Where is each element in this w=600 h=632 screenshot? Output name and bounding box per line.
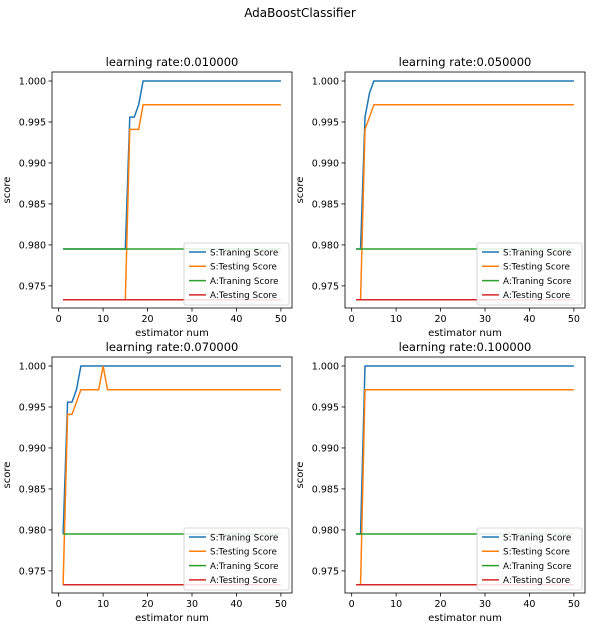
x-tick-label: 40 — [230, 314, 242, 325]
y-axis-label: score — [2, 462, 13, 489]
y-tick-label: 0.975 — [312, 281, 339, 292]
legend-entry: S:Testing Score — [503, 548, 570, 558]
y-tick-label: 0.985 — [19, 484, 46, 495]
subplot-title: learning rate:0.070000 — [106, 340, 239, 354]
axes-frame — [51, 71, 293, 309]
x-axis-label: estimator num — [428, 613, 502, 624]
y-tick-label: 0.980 — [19, 525, 46, 536]
x-tick-label: 20 — [142, 314, 154, 325]
y-tick-label: 0.980 — [312, 525, 339, 536]
y-tick-label: 0.985 — [312, 484, 339, 495]
legend-entry: S:Testing Score — [503, 263, 570, 273]
x-tick-label: 10 — [390, 314, 402, 325]
y-tick-label: 0.975 — [19, 566, 46, 577]
y-tick-label: 0.995 — [19, 117, 46, 128]
legend-entry: A:Traning Score — [210, 277, 279, 287]
subplot-title: learning rate:0.100000 — [399, 340, 532, 354]
y-tick-label: 0.995 — [312, 117, 339, 128]
legend-box — [476, 242, 583, 306]
subplot-title: learning rate:0.050000 — [399, 55, 532, 69]
x-tick-label: 40 — [230, 599, 242, 610]
x-tick-label: 30 — [186, 599, 198, 610]
y-tick-label: 1.000 — [312, 77, 339, 88]
x-tick-label: 30 — [186, 314, 198, 325]
x-axis-label: estimator num — [135, 328, 209, 339]
legend: S:Traning Score S:Testing Score A:Traning … — [183, 242, 290, 306]
y-tick-label: 0.990 — [312, 443, 339, 454]
y-tick-label: 0.975 — [312, 566, 339, 577]
subplot-title: learning rate:0.010000 — [106, 55, 239, 69]
x-axis-label: estimator num — [428, 328, 502, 339]
legend-entry: S:Traning Score — [210, 533, 278, 543]
y-axis-label: score — [295, 177, 306, 204]
legend-entry: A:Testing Score — [503, 291, 570, 301]
x-tick-label: 0 — [349, 599, 355, 610]
legend-box — [476, 527, 583, 591]
legend-entry: S:Traning Score — [503, 533, 571, 543]
x-tick-label: 20 — [435, 599, 447, 610]
y-tick-label: 0.995 — [312, 402, 339, 413]
legend: S:Traning Score S:Testing Score A:Traning … — [476, 242, 583, 306]
y-tick-label: 1.000 — [312, 362, 339, 373]
x-tick-label: 10 — [97, 599, 109, 610]
series-line — [356, 80, 574, 250]
x-tick-label: 10 — [97, 314, 109, 325]
axes-frame — [51, 356, 293, 594]
y-tick-label: 0.985 — [19, 199, 46, 210]
x-tick-label: 50 — [275, 314, 287, 325]
x-tick-label: 30 — [479, 314, 491, 325]
x-tick-label: 20 — [435, 314, 447, 325]
legend-entry: A:Testing Score — [210, 576, 277, 586]
series-line — [62, 365, 281, 585]
legend: S:Traning Score S:Testing Score A:Traning … — [183, 527, 290, 591]
legend-box — [183, 527, 290, 591]
x-tick-label: 20 — [142, 599, 154, 610]
y-tick-label: 0.980 — [19, 240, 46, 251]
axes-frame — [344, 356, 586, 594]
x-tick-label: 40 — [523, 314, 535, 325]
y-tick-label: 1.000 — [19, 77, 46, 88]
legend-entry: S:Traning Score — [503, 248, 571, 258]
y-axis-label: score — [295, 462, 306, 489]
subplot-3: learning rate:0.070000 0 10 20 30 40 50 0.975 0.… — [2, 340, 293, 624]
y-axis-label: score — [2, 177, 13, 204]
x-tick-label: 30 — [479, 599, 491, 610]
axes-frame — [344, 71, 586, 309]
series-line — [63, 80, 281, 250]
x-tick-label: 40 — [523, 599, 535, 610]
legend-entry: S:Testing Score — [210, 548, 277, 558]
legend-entry: S:Traning Score — [210, 248, 278, 258]
legend-entry: S:Testing Score — [210, 263, 277, 273]
legend-entry: A:Testing Score — [210, 291, 277, 301]
legend-entry: A:Traning Score — [503, 562, 572, 572]
x-tick-label: 0 — [56, 599, 62, 610]
x-tick-label: 10 — [390, 599, 402, 610]
figure-title: AdaBoostClassifier — [244, 6, 356, 20]
y-tick-label: 0.980 — [312, 240, 339, 251]
x-tick-label: 0 — [349, 314, 355, 325]
y-tick-label: 0.985 — [312, 199, 339, 210]
legend-entry: A:Testing Score — [503, 576, 570, 586]
legend-entry: A:Traning Score — [210, 562, 279, 572]
subplot-4: learning rate:0.100000 0 10 20 30 40 50 0.975 0.… — [295, 340, 586, 624]
x-tick-label: 50 — [568, 599, 580, 610]
legend-entry: A:Traning Score — [503, 277, 572, 287]
x-tick-label: 50 — [275, 599, 287, 610]
y-tick-label: 0.990 — [312, 158, 339, 169]
y-tick-label: 0.975 — [19, 281, 46, 292]
subplot-2: learning rate:0.050000 0 10 20 30 40 50 0.975 0.… — [295, 55, 586, 339]
subplot-1: learning rate:0.010000 0 10 20 30 40 50 0.975 0.… — [2, 55, 293, 339]
y-tick-label: 1.000 — [19, 362, 46, 373]
series-line — [62, 365, 281, 535]
y-tick-label: 0.995 — [19, 402, 46, 413]
x-tick-label: 0 — [56, 314, 62, 325]
x-axis-label: estimator num — [135, 613, 209, 624]
series-line — [356, 365, 574, 535]
legend: S:Traning Score S:Testing Score A:Traning … — [476, 527, 583, 591]
y-tick-label: 0.990 — [19, 443, 46, 454]
legend-box — [183, 242, 290, 306]
x-tick-label: 50 — [568, 314, 580, 325]
y-tick-label: 0.990 — [19, 158, 46, 169]
